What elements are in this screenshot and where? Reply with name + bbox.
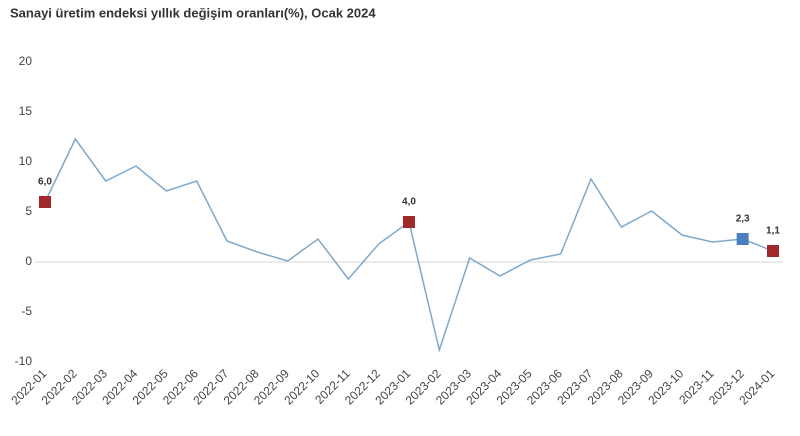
y-tick-label: 0 bbox=[25, 254, 32, 268]
y-tick-label: 20 bbox=[19, 54, 33, 68]
y-tick-label: 5 bbox=[25, 204, 32, 218]
marker bbox=[767, 245, 779, 257]
value-label: 4,0 bbox=[402, 197, 416, 208]
marker bbox=[39, 196, 51, 208]
value-label: 2,3 bbox=[736, 214, 750, 225]
value-label: 6,0 bbox=[38, 177, 52, 188]
value-label: 1,1 bbox=[766, 226, 780, 237]
marker bbox=[736, 233, 749, 245]
y-tick-label: -5 bbox=[21, 304, 32, 318]
y-tick-label: 10 bbox=[19, 154, 33, 168]
marker bbox=[403, 216, 415, 228]
y-tick-label: -10 bbox=[15, 354, 33, 368]
series-line bbox=[44, 137, 774, 353]
y-tick-label: 15 bbox=[19, 104, 33, 118]
chart-title: Sanayi üretim endeksi yıllık değişim ora… bbox=[10, 5, 376, 20]
